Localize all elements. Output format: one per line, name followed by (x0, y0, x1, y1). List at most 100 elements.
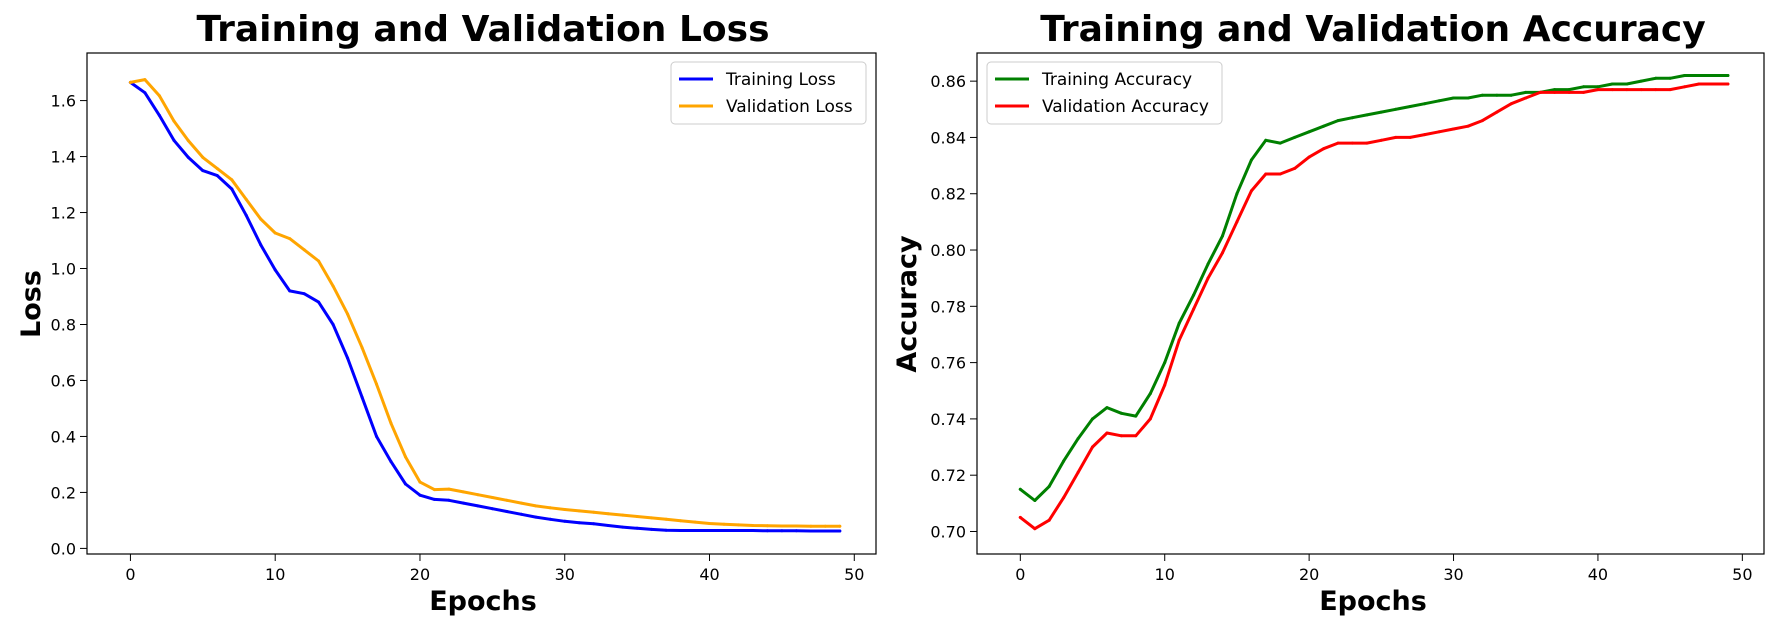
accuracy-data-point (1307, 155, 1311, 159)
loss-data-point (259, 243, 263, 247)
accuracy-data-point (1524, 90, 1528, 94)
accuracy-data-point (1553, 88, 1557, 92)
loss-legend-label: Training Loss (725, 70, 836, 90)
loss-data-point (534, 515, 538, 519)
accuracy-chart-ticks: 0 10 20 30 40 50 0.70 0.72 0.74 0.76 0.78 0.80 0.82 0… (930, 72, 1752, 584)
accuracy-data-point (1105, 406, 1109, 410)
loss-y-tick-label: 0.6 (51, 371, 76, 390)
loss-data-point (389, 460, 393, 464)
loss-y-tick-label: 1.2 (51, 204, 76, 223)
loss-data-point (157, 94, 161, 98)
accuracy-chart: Training and Validation Accuracy 0 10 20 30… (892, 9, 1765, 617)
accuracy-legend-label: Validation Accuracy (1042, 97, 1209, 117)
loss-x-tick-label: 30 (555, 565, 575, 584)
accuracy-data-point (1697, 74, 1701, 77)
accuracy-data-point (1654, 76, 1658, 80)
accuracy-y-tick-label: 0.80 (930, 241, 966, 260)
loss-data-point (621, 513, 625, 517)
loss-data-point (577, 521, 581, 525)
loss-x-tick-label: 20 (410, 565, 430, 584)
accuracy-data-point (1033, 527, 1037, 531)
accuracy-data-point (1278, 172, 1282, 176)
accuracy-data-point (1452, 96, 1455, 100)
loss-data-point (201, 155, 205, 159)
loss-data-point (765, 524, 769, 528)
accuracy-x-tick-label: 40 (1588, 565, 1608, 584)
loss-data-point (751, 524, 755, 527)
accuracy-y-tick-label: 0.82 (930, 185, 966, 204)
accuracy-series-line-0 (1018, 74, 1730, 502)
accuracy-data-point (1408, 135, 1412, 139)
loss-data-point (780, 529, 784, 533)
loss-data-point (375, 434, 378, 438)
accuracy-series-line-1 (1018, 82, 1730, 531)
loss-chart-marks (128, 78, 842, 533)
accuracy-data-point (1509, 102, 1513, 106)
accuracy-data-point (1206, 262, 1210, 266)
accuracy-chart-legend: Training Accuracy Validation Accuracy (986, 61, 1223, 125)
loss-data-point (418, 493, 422, 497)
loss-y-tick-label: 1.6 (51, 92, 76, 111)
loss-data-point (476, 504, 480, 508)
loss-data-point (794, 524, 798, 528)
loss-data-point (693, 529, 697, 532)
accuracy-data-point (1047, 518, 1051, 522)
loss-y-tick-label: 1.0 (51, 260, 76, 279)
accuracy-data-point (1177, 338, 1181, 342)
accuracy-data-point (1524, 96, 1528, 100)
accuracy-data-point (1148, 417, 1152, 421)
accuracy-y-tick-label: 0.72 (930, 466, 966, 485)
loss-data-point (708, 529, 711, 532)
accuracy-data-point (1452, 127, 1455, 131)
loss-data-point (143, 78, 147, 82)
loss-data-point (288, 237, 292, 241)
accuracy-data-point (1495, 110, 1499, 114)
loss-data-point (534, 504, 538, 508)
accuracy-data-point (1365, 113, 1369, 117)
accuracy-data-point (1625, 88, 1629, 92)
accuracy-data-point (1018, 515, 1022, 519)
accuracy-data-point (1119, 434, 1123, 438)
loss-data-point (722, 529, 726, 532)
loss-chart-legend: Training Loss Validation Loss (670, 61, 867, 125)
accuracy-data-point (1683, 85, 1687, 89)
loss-data-point (346, 356, 350, 360)
accuracy-data-point (1379, 110, 1383, 114)
accuracy-data-point (1639, 79, 1643, 83)
accuracy-data-point (1639, 88, 1643, 92)
loss-data-point (346, 312, 350, 316)
accuracy-chart-marks (1018, 74, 1730, 531)
accuracy-data-point (1163, 383, 1167, 387)
accuracy-data-point (1221, 234, 1224, 238)
accuracy-x-tick-label: 10 (1155, 565, 1175, 584)
loss-data-point (230, 187, 234, 191)
accuracy-chart-xlabel: Epochs (1319, 586, 1427, 617)
accuracy-data-point (1076, 437, 1080, 441)
accuracy-data-point (1697, 82, 1701, 86)
accuracy-data-point (1293, 135, 1297, 139)
accuracy-x-tick-label: 50 (1732, 565, 1752, 584)
loss-data-point (606, 524, 610, 527)
loss-data-point (215, 167, 219, 171)
accuracy-x-tick-label: 20 (1299, 565, 1319, 584)
accuracy-legend-label: Training Accuracy (1041, 70, 1192, 90)
loss-data-point (476, 493, 480, 497)
accuracy-data-point (1668, 76, 1672, 80)
accuracy-data-point (1668, 88, 1672, 92)
loss-data-point (230, 178, 234, 182)
accuracy-data-point (1509, 93, 1513, 97)
accuracy-data-point (1567, 88, 1571, 92)
loss-series-line-1 (128, 78, 842, 528)
accuracy-data-point (1379, 138, 1383, 142)
loss-data-point (389, 421, 393, 425)
accuracy-data-point (1423, 133, 1427, 137)
accuracy-data-point (1293, 166, 1297, 170)
loss-data-point (128, 80, 132, 84)
loss-data-point (157, 113, 161, 117)
loss-chart-xlabel: Epochs (429, 586, 537, 617)
loss-data-point (302, 292, 306, 296)
accuracy-data-point (1350, 141, 1354, 145)
accuracy-data-point (1091, 417, 1094, 421)
accuracy-data-point (1018, 487, 1022, 491)
